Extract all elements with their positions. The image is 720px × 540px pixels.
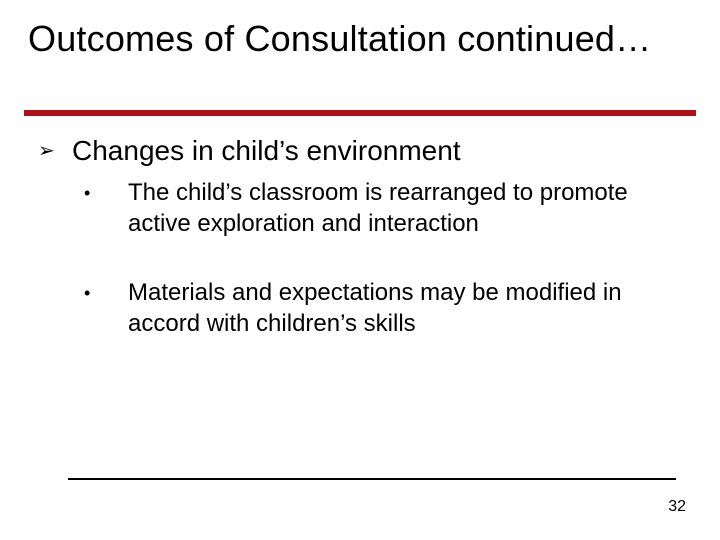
bullet-level1: ➢Changes in child’s environment: [38, 134, 678, 168]
slide-title: Outcomes of Consultation continued…: [28, 18, 688, 59]
bullet-level2: •The child’s classroom is rearranged to …: [84, 178, 684, 239]
level2-text: The child’s classroom is rearranged to p…: [128, 178, 668, 239]
slide: Outcomes of Consultation continued… ➢Cha…: [0, 0, 720, 540]
level1-text: Changes in child’s environment: [72, 134, 672, 168]
chevron-right-icon: ➢: [38, 134, 72, 168]
dot-icon: •: [84, 278, 128, 308]
dot-icon: •: [84, 178, 128, 208]
footer-rule: [68, 478, 676, 480]
bullet-level2: •Materials and expectations may be modif…: [84, 278, 684, 339]
page-number: 32: [668, 498, 686, 516]
level2-text: Materials and expectations may be modifi…: [128, 278, 668, 339]
accent-rule: [24, 110, 696, 116]
